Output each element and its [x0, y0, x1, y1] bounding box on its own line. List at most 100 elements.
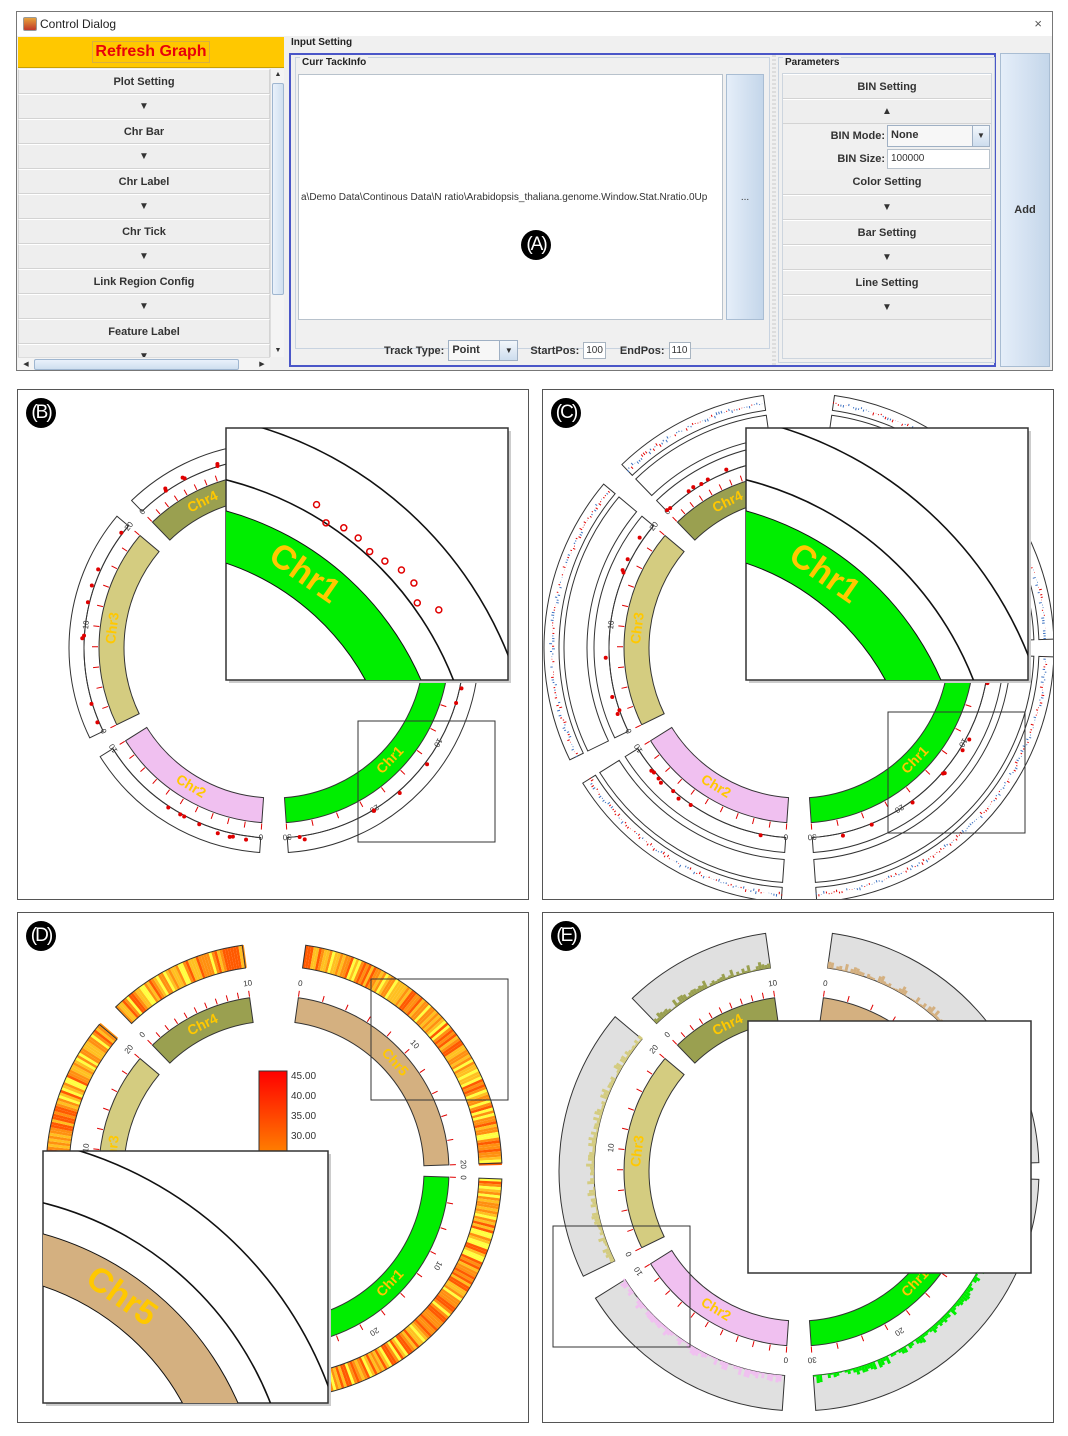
- chevron-down-icon[interactable]: ▼: [972, 125, 989, 146]
- svg-text:Chr3: Chr3: [102, 611, 122, 645]
- accordion-section-header[interactable]: Plot Setting: [18, 69, 270, 94]
- input-setting-group: Input Setting Curr TackInfo a\Demo Data\…: [287, 37, 1052, 370]
- svg-text:0: 0: [138, 1030, 148, 1040]
- svg-text:30: 30: [807, 1355, 817, 1365]
- circos-panel-d: Chr501020Chr10102030Chr2010Chr301020Chr4…: [17, 912, 529, 1423]
- accordion-expand-toggle[interactable]: ▼: [18, 344, 270, 357]
- window-title: Control Dialog: [40, 17, 117, 31]
- end-pos-label: EndPos:: [619, 344, 665, 357]
- curr-trackinfo-label: Curr TackInfo: [300, 57, 369, 68]
- color-expand-toggle[interactable]: ▼: [783, 195, 991, 220]
- svg-text:20: 20: [893, 802, 906, 815]
- end-pos-input[interactable]: 110: [668, 342, 691, 359]
- browse-button[interactable]: ...: [726, 74, 764, 320]
- svg-text:0: 0: [138, 507, 148, 517]
- svg-text:0: 0: [298, 979, 304, 989]
- svg-text:0: 0: [783, 1355, 789, 1364]
- left-settings-panel: Refresh Graph Plot Setting ▼ Chr Bar ▼ Chr L…: [18, 37, 284, 370]
- horizontal-scrollbar[interactable]: ◀ ▶: [18, 357, 270, 370]
- title-bar: Control Dialog ×: [17, 12, 1052, 36]
- hscroll-thumb[interactable]: [34, 359, 239, 370]
- svg-text:10: 10: [107, 742, 120, 755]
- svg-text:0: 0: [783, 832, 789, 841]
- svg-text:20: 20: [123, 1043, 136, 1056]
- color-setting-header[interactable]: Color Setting: [783, 170, 991, 195]
- bin-size-label: BIN Size:: [837, 152, 885, 165]
- accordion-section-header[interactable]: Chr Label: [18, 169, 270, 194]
- bin-mode-select[interactable]: None ▼: [887, 124, 990, 147]
- parameters-accordion: BIN Setting ▲ BIN Mode: None ▼ BIN Size:…: [782, 73, 992, 359]
- svg-text:35.00: 35.00: [291, 1111, 316, 1122]
- track-file-path-field[interactable]: a\Demo Data\Continous Data\N ratio\Arabi…: [298, 74, 723, 320]
- bin-mode-row: BIN Mode: None ▼: [783, 124, 991, 147]
- bar-expand-toggle[interactable]: ▼: [783, 245, 991, 270]
- line-expand-toggle[interactable]: ▼: [783, 295, 991, 320]
- line-setting-header[interactable]: Line Setting: [783, 270, 991, 295]
- scroll-down-icon[interactable]: ▼: [274, 347, 282, 354]
- track-type-select[interactable]: Point ▼: [448, 340, 519, 361]
- svg-text:0: 0: [823, 979, 829, 989]
- scroll-thumb[interactable]: [272, 83, 284, 295]
- svg-text:20: 20: [648, 1043, 661, 1056]
- parameters-label: Parameters: [783, 57, 842, 68]
- circos-plot-e: Chr501020Chr10102030Chr2010Chr301020Chr4…: [552, 932, 1040, 1411]
- svg-text:10: 10: [768, 978, 779, 988]
- start-pos-input[interactable]: 100: [583, 342, 606, 359]
- vertical-scrollbar[interactable]: ▲ ▼: [270, 69, 284, 357]
- chevron-down-icon[interactable]: ▼: [499, 341, 518, 360]
- svg-text:10: 10: [243, 978, 254, 988]
- svg-text:10: 10: [632, 742, 645, 755]
- svg-text:0: 0: [258, 832, 264, 841]
- scroll-left-icon[interactable]: ◀: [23, 361, 29, 368]
- accordion-section-header[interactable]: Link Region Config: [18, 269, 270, 294]
- scroll-right-icon[interactable]: ▶: [259, 361, 265, 368]
- svg-text:0: 0: [663, 1030, 673, 1040]
- java-app-icon: [23, 17, 37, 31]
- accordion-expand-toggle[interactable]: ▼: [18, 294, 270, 319]
- svg-text:30.00: 30.00: [291, 1131, 316, 1142]
- scroll-up-icon[interactable]: ▲: [274, 71, 282, 78]
- track-type-value: Point: [452, 344, 480, 356]
- svg-text:Chr3: Chr3: [627, 1134, 647, 1168]
- track-options-row: Track Type: Point ▼ StartPos: 100 EndPos…: [384, 340, 701, 361]
- svg-text:10: 10: [606, 1142, 616, 1152]
- bin-setting-header[interactable]: BIN Setting: [783, 74, 991, 99]
- accordion-section-header[interactable]: Feature Label: [18, 319, 270, 344]
- svg-text:0: 0: [99, 727, 109, 735]
- circos-panel-c: Chr501020Chr10102030Chr2010Chr301020Chr4…: [542, 389, 1054, 900]
- svg-text:10: 10: [81, 619, 91, 629]
- svg-text:10: 10: [957, 737, 970, 750]
- add-track-button[interactable]: Add: [1000, 53, 1050, 367]
- settings-accordion: Plot Setting ▼ Chr Bar ▼ Chr Label ▼ Chr Tick ▼…: [18, 69, 270, 357]
- split-divider[interactable]: [772, 55, 776, 365]
- svg-text:45.00: 45.00: [291, 1071, 316, 1082]
- bin-collapse-toggle[interactable]: ▲: [783, 99, 991, 124]
- close-button[interactable]: ×: [1034, 16, 1042, 31]
- accordion-expand-toggle[interactable]: ▼: [18, 94, 270, 119]
- bin-mode-value: None: [891, 128, 919, 141]
- badge-c: (C): [551, 398, 581, 428]
- accordion-expand-toggle[interactable]: ▼: [18, 144, 270, 169]
- parameters-group: Parameters BIN Setting ▲ BIN Mode: None …: [778, 57, 995, 363]
- svg-text:0: 0: [459, 1175, 468, 1180]
- bin-size-input[interactable]: 100000: [887, 148, 990, 169]
- bin-mode-label: BIN Mode:: [830, 129, 885, 142]
- accordion-expand-toggle[interactable]: ▼: [18, 244, 270, 269]
- refresh-graph-button[interactable]: Refresh Graph: [18, 37, 284, 68]
- svg-text:0: 0: [624, 1250, 634, 1258]
- badge-b: (B): [26, 398, 56, 428]
- svg-text:30: 30: [282, 832, 292, 842]
- accordion-section-header[interactable]: Chr Tick: [18, 219, 270, 244]
- svg-text:20: 20: [368, 1325, 381, 1338]
- control-dialog: Control Dialog × Refresh Graph Plot Sett…: [16, 11, 1053, 371]
- circos-panel-b: Chr501020Chr10102030Chr2010Chr301020Chr4…: [17, 389, 529, 900]
- badge-d: (D): [26, 921, 56, 951]
- accordion-expand-toggle[interactable]: ▼: [18, 194, 270, 219]
- start-pos-label: StartPos:: [530, 344, 580, 357]
- accordion-section-header[interactable]: Chr Bar: [18, 119, 270, 144]
- bar-setting-header[interactable]: Bar Setting: [783, 220, 991, 245]
- svg-text:40.00: 40.00: [291, 1091, 316, 1102]
- svg-text:30: 30: [807, 832, 817, 842]
- curr-trackinfo-group: Curr TackInfo a\Demo Data\Continous Data…: [295, 57, 770, 361]
- svg-text:10: 10: [408, 1038, 421, 1051]
